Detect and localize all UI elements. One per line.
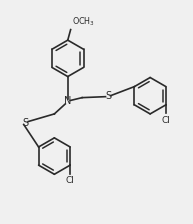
- Text: N: N: [64, 97, 71, 106]
- Text: OCH$_3$: OCH$_3$: [72, 15, 95, 28]
- Text: Cl: Cl: [66, 176, 74, 185]
- Text: Cl: Cl: [162, 116, 170, 125]
- Text: S: S: [23, 118, 29, 127]
- Text: S: S: [105, 91, 111, 101]
